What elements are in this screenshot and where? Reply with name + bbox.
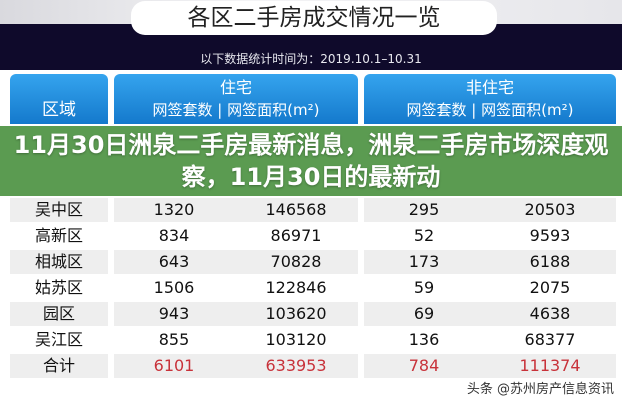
cell-region: 吴江区 [34,330,83,349]
table-row: 高新区 834 86971 52 9593 [0,224,622,250]
cell-region: 高新区 [34,226,83,245]
cell-non-area: 68377 [524,330,576,349]
title-overlay [0,126,622,196]
cell-non-area: 4638 [484,302,616,326]
cell-res-area: 633953 [234,354,358,378]
cell-non-area: 6188 [484,250,616,274]
header-region: 区域 [10,74,108,124]
header-residential: 住宅 网签套数 | 网签面积(m²) [114,74,358,124]
cell-res-count: 943 [114,302,234,326]
header-area: 网签面积(m²) [227,101,320,119]
cell-res-area: 122846 [265,278,327,297]
cell-non-area: 2075 [529,278,571,297]
table-row: 园区 943 103620 69 4638 [0,302,622,328]
cell-non-count: 136 [408,330,440,349]
header-area: 网签面积(m²) [481,101,574,119]
cell-res-area: 103120 [265,330,327,349]
cell-res-count: 1506 [153,278,195,297]
cell-non-count: 784 [364,354,484,378]
cell-res-area: 146568 [234,198,358,222]
header-non-residential: 非住宅 网签套数 | 网签面积(m²) [364,74,616,124]
header-residential-label: 住宅 [219,78,252,97]
table-row: 合计 6101 633953 784 111374 [0,354,622,380]
cell-non-count: 295 [364,198,484,222]
table-row: 相城区 643 70828 173 6188 [0,250,622,276]
cell-non-count: 173 [364,250,484,274]
cell-region: 相城区 [10,250,108,274]
cell-non-area: 20503 [484,198,616,222]
cell-res-area: 70828 [234,250,358,274]
cell-non-area: 9593 [529,226,571,245]
cell-res-count: 1320 [114,198,234,222]
cell-res-area: 103620 [234,302,358,326]
header-region-label: 区域 [42,100,76,120]
cell-res-count: 6101 [114,354,234,378]
table-row: 吴江区 855 103120 136 68377 [0,328,622,354]
cell-non-area: 111374 [484,354,616,378]
cell-region: 吴中区 [10,198,108,222]
cell-res-count: 643 [114,250,234,274]
cell-region: 园区 [10,302,108,326]
cell-region: 姑苏区 [34,278,83,297]
header-non-residential-label: 非住宅 [465,78,514,97]
table-row: 姑苏区 1506 122846 59 2075 [0,276,622,302]
table-row: 吴中区 1320 146568 295 20503 [0,198,622,224]
cell-region: 合计 [10,354,108,378]
cell-non-count: 59 [413,278,435,297]
header-count: 网签套数 [152,101,213,119]
cell-non-count: 69 [364,302,484,326]
cell-res-area: 86971 [270,226,322,245]
cell-non-count: 52 [413,226,435,245]
article-title[interactable]: 11月30日洲泉二手房最新消息，洲泉二手房市场深度观察，11月30日的最新动 [13,131,609,191]
header-count: 网签套数 [406,101,467,119]
image-title: 各区二手房成交情况一览 [131,1,497,35]
source-watermark: 头条 @苏州房产信息资讯 [466,382,614,397]
cell-res-count: 834 [158,226,190,245]
cell-res-count: 855 [158,330,190,349]
date-range-subtitle: 以下数据统计时间为：2019.10.1–10.31 [200,52,422,66]
